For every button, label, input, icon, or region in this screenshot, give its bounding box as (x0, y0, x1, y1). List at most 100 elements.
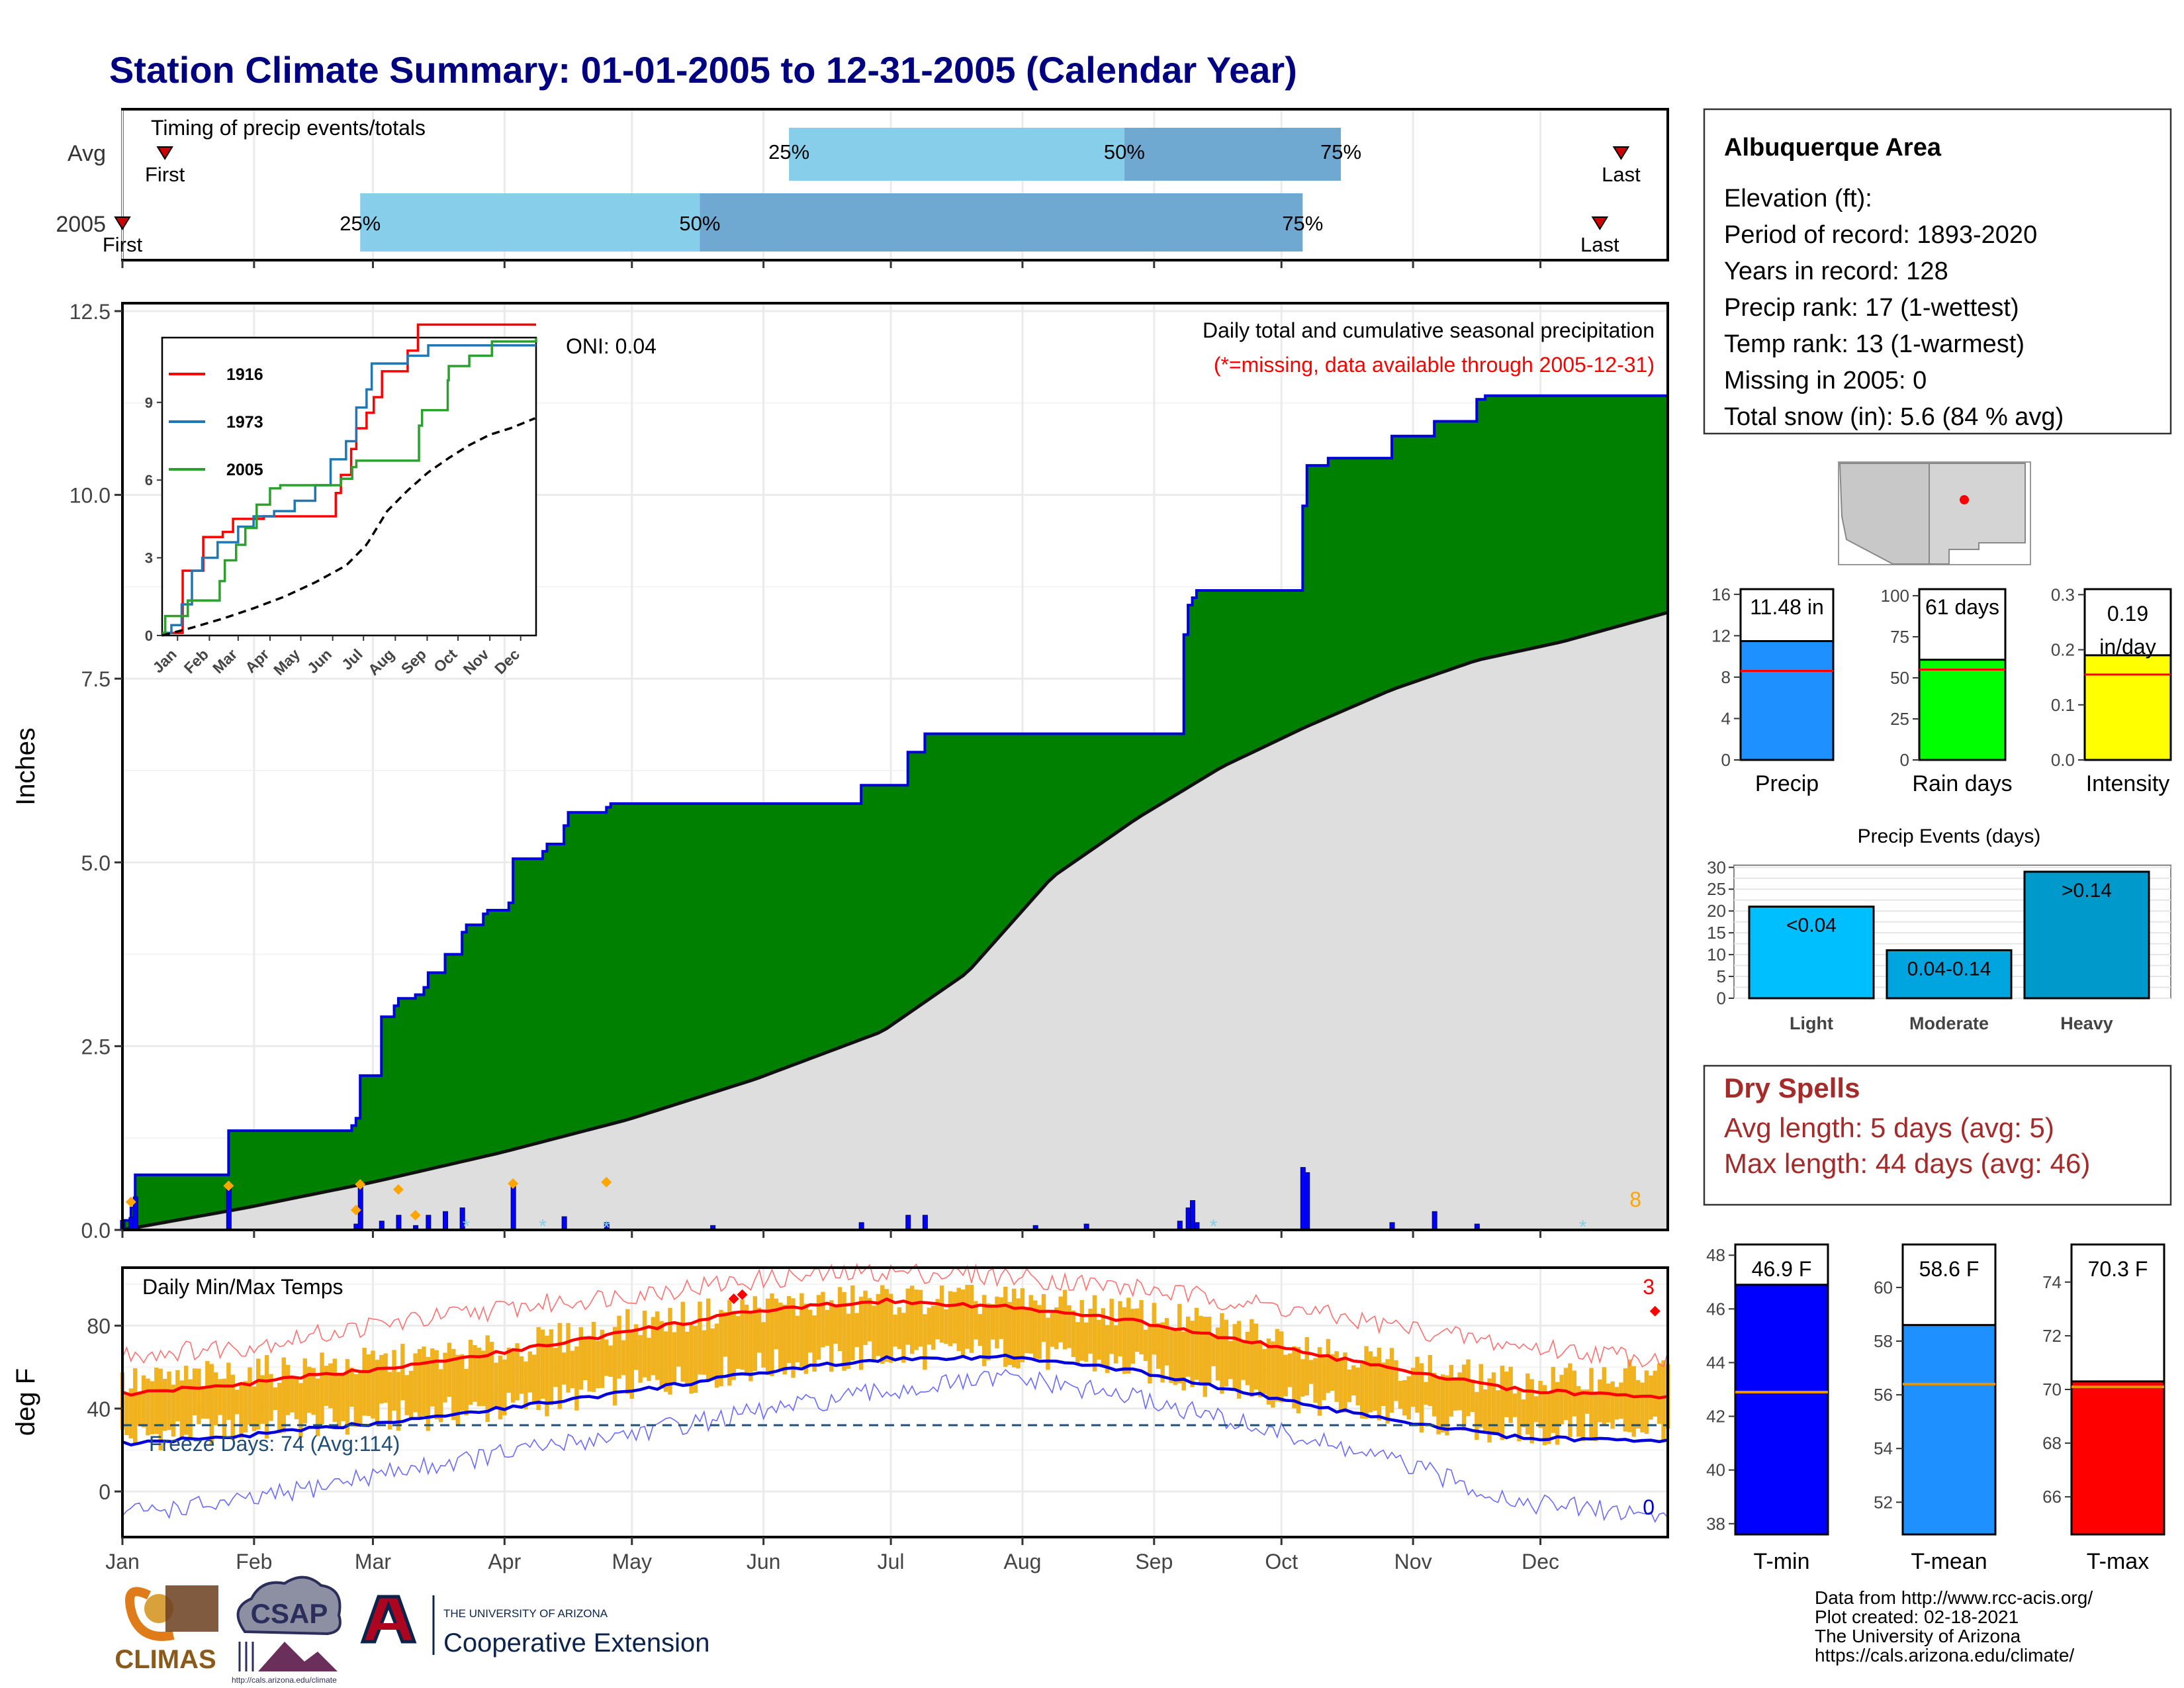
snow-marker (392, 1184, 404, 1195)
daily-temp-range-bar (740, 1299, 745, 1370)
daily-temp-range-bar (974, 1301, 978, 1340)
daily-temp-range-bar (1262, 1348, 1267, 1394)
precip-y-tick-label: 5.0 (81, 851, 111, 875)
temp-stat-tick-label: 46 (1706, 1299, 1725, 1319)
daily-temp-range-bar (341, 1375, 345, 1421)
daily-temp-range-bar (1156, 1323, 1161, 1369)
daily-temp-range-bar (285, 1364, 291, 1415)
daily-temp-range-bar (723, 1311, 728, 1357)
daily-temp-range-bar (387, 1372, 392, 1430)
trace-marker: * (539, 1215, 547, 1237)
daily-temp-range-bar (1377, 1347, 1381, 1421)
daily-temp-range-bar (1538, 1380, 1543, 1429)
month-label: Dec (1522, 1550, 1559, 1573)
daily-temp-range-bar (897, 1307, 902, 1349)
daily-temp-range-bar (519, 1356, 524, 1394)
daily-temp-range-bar (171, 1384, 176, 1437)
daily-temp-range-bar (659, 1321, 664, 1389)
daily-temp-range-bar (1653, 1370, 1657, 1417)
daily-temp-range-bar (1364, 1346, 1369, 1419)
credit-line-data: Data from http://www.rcc-acis.org/ (1815, 1587, 2093, 1608)
stat-bar-value-unit: in/day (2099, 635, 2156, 659)
daily-temp-range-bar (1148, 1324, 1152, 1384)
temp-stat-tick-label: 74 (2042, 1272, 2062, 1292)
daily-temp-range-bar (761, 1322, 766, 1368)
cumulative-precip-area-2005 (122, 386, 1668, 1231)
stat-bar-precip (1739, 639, 1835, 761)
daily-temp-range-bar (464, 1368, 469, 1416)
temp-stat-value: 70.3 F (2088, 1257, 2148, 1281)
daily-temp-range-bar (944, 1309, 948, 1344)
daily-temp-range-bar (1419, 1363, 1424, 1433)
daily-temp-range-bar (999, 1297, 1004, 1339)
daily-temp-range-bar (133, 1368, 138, 1444)
temp-stat-tick-label: 68 (2042, 1433, 2062, 1453)
daily-temp-range-bar (1487, 1378, 1492, 1443)
daily-temp-range-bar (1657, 1363, 1662, 1424)
daily-temp-range-bar (515, 1343, 520, 1401)
climas-logo: CLIMAS (114, 1585, 218, 1674)
daily-temp-range-bar (324, 1366, 329, 1406)
daily-temp-range-bar (430, 1348, 435, 1407)
daily-temp-range-bar (1300, 1359, 1305, 1397)
inset-average-line (161, 417, 536, 637)
events-tick-label: 0 (1717, 988, 1726, 1008)
daily-temp-range-bar (888, 1293, 893, 1363)
daily-temp-range-bar (1479, 1364, 1483, 1428)
daily-temp-range-bar (863, 1290, 868, 1345)
daily-temp-range-bar (396, 1372, 401, 1431)
daily-temp-range-bar (269, 1374, 273, 1421)
month-label: Apr (488, 1550, 521, 1573)
last-event-marker (1612, 146, 1630, 160)
daily-temp-range-bar (854, 1313, 859, 1347)
daily-temp-range-bar (167, 1371, 171, 1430)
station-line-precip-rank: Precip rank: 17 (1-wettest) (1724, 294, 2019, 322)
daily-temp-range-bar (1224, 1319, 1229, 1387)
daily-temp-range-bar (383, 1353, 388, 1403)
daily-temp-range-bar (473, 1344, 477, 1402)
daily-temp-range-bar (527, 1351, 533, 1393)
average-cumulative-area (122, 612, 1668, 1230)
month-label: Feb (236, 1550, 272, 1573)
daily-temp-range-bar (596, 1340, 600, 1389)
daily-temp-range-bar (1568, 1363, 1572, 1437)
daily-temp-range-bar (294, 1378, 299, 1420)
daily-temp-range-bar (1032, 1300, 1038, 1359)
daily-temp-range-bar (1109, 1299, 1114, 1354)
inset-series-2005 (162, 338, 537, 634)
daily-temp-range-bar (1024, 1309, 1029, 1354)
temp-stat-label: T-max (2087, 1549, 2149, 1574)
daily-temp-range-bar (137, 1391, 142, 1426)
events-bar-heavy (2023, 870, 2150, 1000)
temp-stat-value: 58.6 F (1919, 1257, 1979, 1281)
daily-temp-range-bar (918, 1289, 923, 1347)
daily-temp-range-bar (422, 1346, 426, 1417)
daily-temp-range-bar (1547, 1392, 1551, 1444)
daily-temp-range-bar (1113, 1325, 1118, 1364)
daily-temp-range-bar (1050, 1311, 1055, 1347)
daily-temp-range-bar (468, 1339, 473, 1405)
temp-y-axis-label: deg F (11, 1368, 40, 1436)
daily-temp-range-bar (803, 1303, 808, 1374)
daily-temp-range-bar (909, 1286, 915, 1354)
precip-y-tick-label: 12.5 (69, 300, 111, 324)
daily-temp-range-bar (1190, 1321, 1195, 1387)
daily-temp-range-bar (1003, 1286, 1008, 1367)
temp-y-tick-label: 0 (99, 1480, 111, 1504)
page-title: Station Climate Summary: 01-01-2005 to 1… (109, 49, 1297, 91)
timing-label-75: 75% (1320, 140, 1361, 164)
daily-temp-range-bar (1326, 1338, 1331, 1393)
daily-temp-range-bar (1343, 1352, 1347, 1413)
timing-bar-50-75 (1124, 128, 1342, 181)
daily-temp-range-bar (201, 1387, 206, 1419)
daily-temp-range-bar (1533, 1396, 1539, 1423)
daily-temp-range-bar (1028, 1295, 1033, 1354)
daily-temp-range-bar (884, 1289, 889, 1362)
cumulative-precip-line-2005 (121, 386, 1669, 1230)
daily-temp-range-bar (1126, 1297, 1131, 1374)
daily-temp-range-bar (617, 1315, 621, 1379)
station-line-elevation: Elevation (ft): (1724, 185, 1872, 212)
daily-temp-range-bar (1232, 1324, 1237, 1389)
daily-temp-range-bar (1287, 1353, 1293, 1387)
